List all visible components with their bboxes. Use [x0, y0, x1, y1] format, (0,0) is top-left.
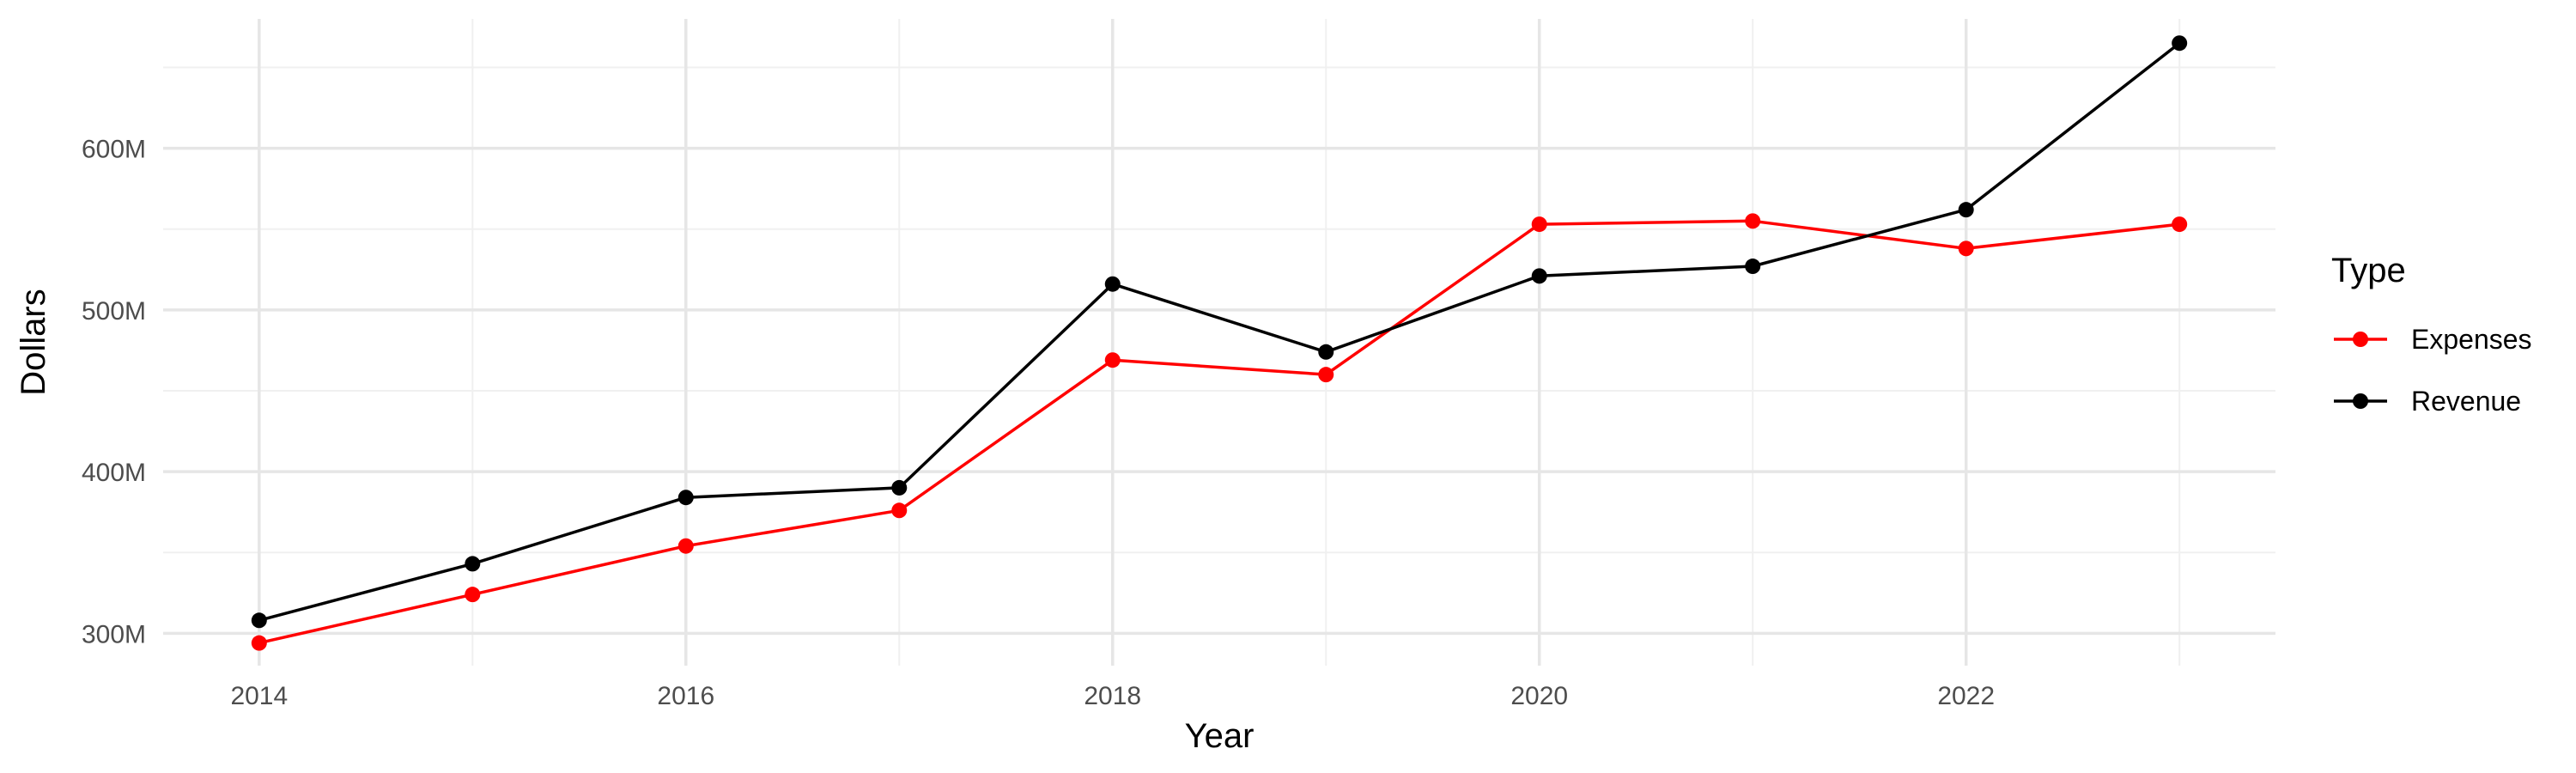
y-tick-label: 300M	[82, 620, 146, 648]
data-point	[1104, 352, 1121, 368]
data-point	[2172, 216, 2188, 233]
y-axis-title: Dollars	[15, 289, 52, 395]
data-point	[1318, 367, 1334, 383]
legend: Type Expenses Revenue	[2331, 252, 2532, 417]
x-tick-label: 2014	[230, 682, 288, 710]
y-tick-label: 600M	[82, 136, 146, 164]
data-point	[891, 502, 908, 519]
data-point	[465, 556, 481, 572]
data-point	[1958, 240, 1974, 257]
data-point	[465, 587, 481, 603]
data-point	[1745, 259, 1761, 275]
data-point	[2172, 35, 2188, 52]
legend-item-expenses: Expenses	[2334, 324, 2532, 355]
series-expenses	[251, 213, 2188, 651]
data-point	[677, 538, 694, 554]
y-axis-ticks: 300M 400M 500M 600M	[82, 136, 146, 649]
x-tick-label: 2020	[1510, 682, 1568, 710]
data-point	[1318, 344, 1334, 360]
plot-area	[251, 35, 2188, 651]
series-line-revenue	[258, 41, 2181, 622]
y-tick-label: 400M	[82, 459, 146, 487]
x-axis-ticks: 2014 2016 2018 2020 2022	[230, 682, 1995, 710]
data-point	[1745, 213, 1761, 229]
legend-key-point	[2353, 332, 2368, 347]
x-axis-title: Year	[1185, 717, 1255, 755]
series-line-expenses	[258, 219, 2180, 645]
legend-item-revenue: Revenue	[2334, 386, 2521, 417]
data-point	[1531, 268, 1547, 284]
legend-label: Revenue	[2411, 386, 2521, 417]
legend-title: Type	[2331, 252, 2406, 289]
legend-key-point	[2353, 393, 2368, 409]
data-point	[251, 635, 267, 651]
data-point	[1958, 202, 1974, 218]
x-tick-label: 2022	[1937, 682, 1995, 710]
data-point	[677, 490, 694, 506]
data-point	[251, 612, 267, 629]
data-point	[1104, 276, 1121, 292]
x-tick-label: 2018	[1084, 682, 1141, 710]
data-point	[1531, 216, 1547, 233]
x-tick-label: 2016	[657, 682, 714, 710]
y-tick-label: 500M	[82, 297, 146, 326]
series-revenue	[251, 35, 2188, 629]
legend-label: Expenses	[2411, 324, 2532, 355]
grid	[163, 19, 2275, 666]
data-point	[891, 479, 908, 496]
